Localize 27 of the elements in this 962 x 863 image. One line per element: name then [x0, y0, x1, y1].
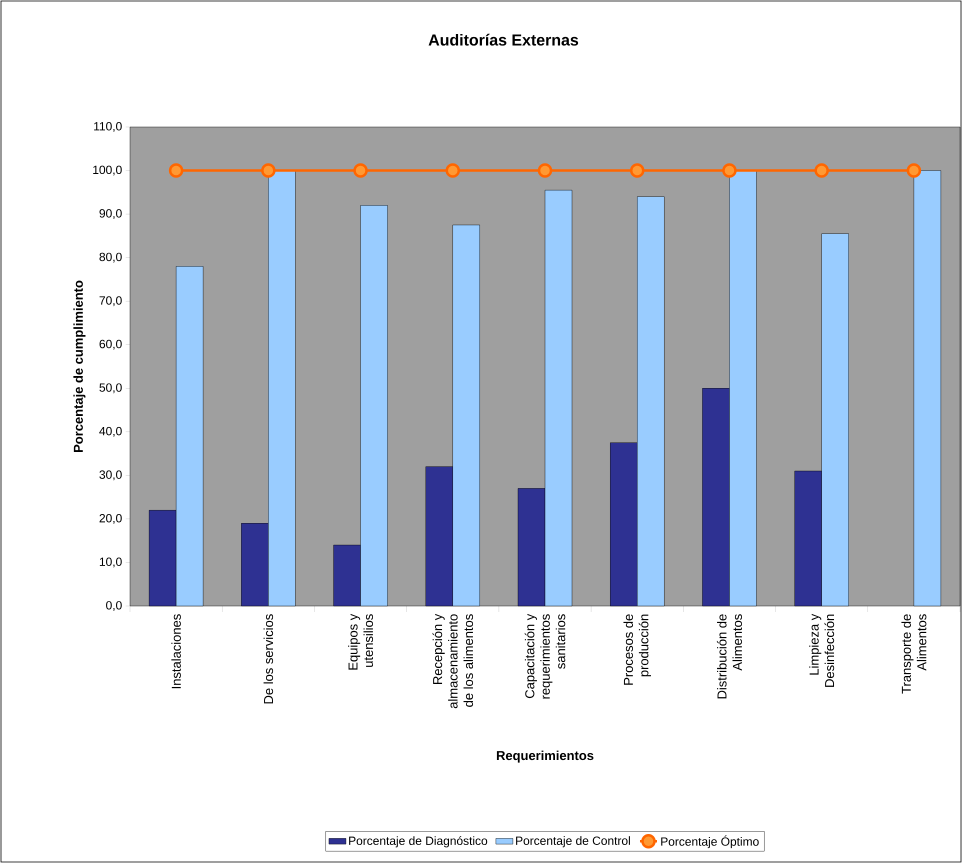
y-tick-label: 30,0 — [99, 470, 122, 480]
x-tick-label: Transporte de Alimentos — [901, 614, 926, 694]
y-tick-label: 0,0 — [106, 601, 122, 611]
y-tick-label: 40,0 — [99, 426, 122, 437]
x-axis-title: Requerimientos — [496, 750, 594, 763]
legend-label: Porcentaje de Diagnóstico — [349, 836, 488, 848]
x-tick-label: De los servicios — [264, 614, 274, 704]
legend-label: Porcentaje de Control — [516, 836, 630, 848]
y-tick-label: 110,0 — [94, 122, 122, 132]
y-tick-label: 60,0 — [100, 340, 122, 350]
y-axis-title: Porcentaje de cumplimiento — [73, 280, 86, 452]
x-tick-label: Limpieza y Desinfección — [809, 614, 834, 687]
x-tick-label: Equipos y utensilios — [348, 614, 374, 670]
y-tick-label: 50,0 — [99, 383, 122, 394]
x-tick-label: Recepción y almacenamiento de los alimentos — [432, 614, 474, 708]
y-tick-label: 70,0 — [100, 296, 122, 306]
x-tick-label: Capacitación y requerimientos sanitarios — [524, 614, 566, 699]
y-tick-label: 80,0 — [99, 252, 122, 263]
y-tick-label: 100,0 — [93, 166, 122, 176]
chart-title: Auditorías Externas — [428, 34, 578, 46]
x-tick-label: Procesos de producción — [623, 614, 651, 685]
y-tick-label: 90,0 — [100, 209, 122, 220]
legend-label: Porcentaje Óptimo — [661, 835, 759, 848]
x-tick-label: Instalaciones — [171, 614, 181, 688]
y-tick-label: 20,0 — [100, 514, 122, 524]
y-tick-label: 10,0 — [100, 558, 122, 568]
x-tick-label: Distribución de Alimentos — [716, 614, 742, 698]
